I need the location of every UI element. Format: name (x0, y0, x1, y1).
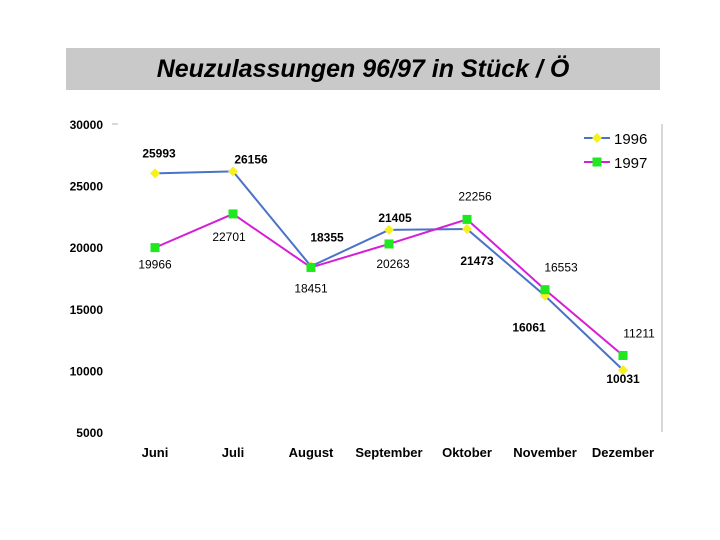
legend-marker-1996 (592, 133, 602, 143)
chart-title-bar: Neuzulassungen 96/97 in Stück / Ö (66, 48, 660, 90)
data-point-1996 (384, 224, 394, 235)
data-label: 11211 (623, 326, 655, 340)
chart-title: Neuzulassungen 96/97 in Stück / Ö (156, 54, 570, 83)
data-label: 22701 (212, 230, 246, 244)
x-category-label: Dezember (592, 445, 654, 460)
data-label: 19966 (138, 258, 172, 272)
legend-label-1996: 1996 (614, 131, 647, 148)
data-label: 16553 (544, 261, 578, 275)
data-label: 16061 (512, 321, 546, 335)
y-tick-label: 25000 (70, 180, 104, 194)
data-point-1997 (540, 285, 550, 295)
data-label: 10031 (606, 372, 640, 386)
data-label: 21473 (460, 254, 494, 268)
data-label: 20263 (376, 257, 410, 271)
y-tick-label: 5000 (76, 426, 103, 440)
x-category-label: November (513, 445, 577, 460)
x-category-label: Oktober (442, 445, 492, 460)
data-point-1996 (150, 168, 160, 179)
legend-label-1997: 1997 (614, 155, 647, 172)
x-category-label: Juni (142, 445, 169, 460)
data-label: 18451 (294, 281, 328, 295)
y-tick-label: 15000 (70, 303, 104, 317)
x-category-label: September (355, 445, 422, 460)
x-category-label: August (289, 445, 334, 460)
data-point-1997 (306, 262, 316, 272)
x-category-label: Juli (222, 445, 244, 460)
data-point-1997 (228, 209, 238, 219)
y-tick-label: 30000 (70, 118, 104, 132)
y-tick-label: 10000 (70, 364, 104, 378)
data-label: 22256 (458, 189, 492, 203)
data-point-1996 (618, 365, 628, 376)
data-point-1997 (462, 214, 472, 224)
data-label: 18355 (310, 230, 344, 244)
data-point-1997 (618, 350, 628, 360)
data-label: 25993 (142, 146, 176, 160)
data-point-1996 (228, 166, 238, 177)
data-label: 21405 (378, 211, 412, 225)
data-point-1997 (150, 243, 160, 253)
data-point-1996 (462, 224, 472, 235)
legend-marker-1997 (592, 157, 602, 167)
y-tick-label: 20000 (70, 241, 104, 255)
data-label: 26156 (234, 152, 268, 166)
data-point-1997 (384, 239, 394, 249)
